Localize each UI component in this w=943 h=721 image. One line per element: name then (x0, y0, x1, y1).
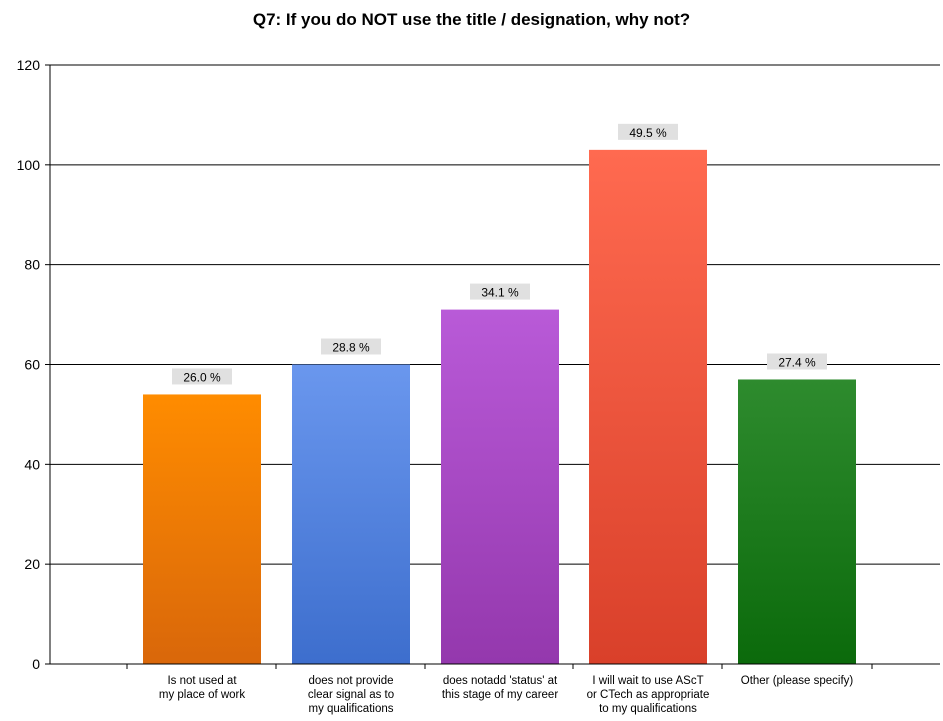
bar-4 (738, 379, 856, 664)
data-label-bg-4 (767, 353, 827, 370)
category-label-2-1: this stage of my career (442, 689, 558, 701)
category-label-0-1: my place of work (159, 689, 246, 701)
y-tick-label-120: 120 (17, 57, 41, 73)
data-label-bg-0 (172, 368, 232, 385)
data-labels: 26.0 % 28.8 % 34.1 % 49.5 % 27.4 % (172, 123, 827, 385)
axes: 0 20 40 60 80 100 120 Is not used at my place of… (17, 57, 940, 715)
data-label-bg-3 (618, 123, 678, 140)
category-label-0-0: Is not used at (167, 675, 237, 687)
data-label-bg-1 (321, 338, 381, 355)
y-tick-label-40: 40 (24, 456, 40, 472)
data-label-4: 27.4 % (778, 355, 816, 369)
bars (143, 149, 856, 664)
y-tick-label-60: 60 (24, 357, 40, 373)
data-label-0: 26.0 % (183, 370, 221, 384)
category-label-3-1: or CTech as appropriate (587, 689, 710, 701)
bar-2 (441, 309, 559, 664)
bar-3 (589, 149, 707, 664)
bar-1 (292, 364, 410, 664)
y-tick-label-20: 20 (24, 556, 40, 572)
data-label-bg-2 (470, 283, 530, 300)
category-label-4-0: Other (please specify) (741, 675, 854, 687)
data-label-3: 49.5 % (629, 126, 667, 140)
category-label-3-2: to my qualifications (599, 703, 697, 715)
y-tick-label-100: 100 (17, 157, 41, 173)
y-tick-label-80: 80 (24, 257, 40, 273)
data-label-1: 28.8 % (332, 341, 370, 355)
chart-title: Q7: If you do NOT use the title / design… (252, 10, 691, 29)
data-label-2: 34.1 % (481, 286, 519, 300)
category-label-1-0: does not provide (308, 675, 393, 687)
category-label-1-1: clear signal as to (308, 689, 394, 701)
category-label-1-2: my qualifications (308, 703, 393, 715)
category-label-3-0: I will wait to use AScT (592, 675, 703, 687)
category-label-2-0: does notadd 'status' at (443, 675, 558, 687)
bar-0 (143, 394, 261, 664)
y-tick-label-0: 0 (32, 656, 40, 672)
